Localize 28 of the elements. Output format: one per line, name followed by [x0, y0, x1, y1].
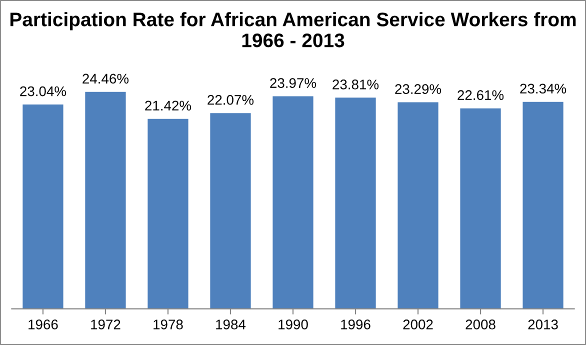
x-tick-label: 2008 [466, 320, 496, 330]
data-label: 23.29% [395, 84, 442, 94]
data-label: 22.61% [458, 90, 504, 100]
bar [22, 104, 64, 309]
x-tick-label: 1966 [28, 320, 58, 330]
bar [460, 108, 501, 309]
x-tick-label: 1990 [278, 320, 308, 330]
bar [85, 92, 126, 309]
x-tick-label: 1972 [91, 320, 120, 330]
chart-title: Participation Rate for African American Service Workers from 1966 - 2013 [10, 12, 576, 48]
bar [335, 98, 376, 309]
data-label: 23.04% [20, 86, 66, 96]
data-label: 23.34% [520, 84, 566, 94]
bar [522, 102, 564, 309]
data-label: 23.81% [332, 80, 379, 90]
x-tick-label: 1978 [154, 320, 183, 330]
data-label: 23.97% [270, 78, 316, 88]
bar [398, 102, 438, 309]
bar [210, 113, 251, 309]
data-label: 24.46% [82, 74, 129, 84]
data-label: 22.07% [208, 94, 254, 105]
x-tick-label: 1996 [341, 320, 370, 330]
x-tick-label: 2013 [528, 320, 558, 330]
bar [272, 96, 314, 309]
x-tick-label: 1984 [216, 320, 246, 330]
bar [148, 118, 188, 309]
data-label: 21.42% [145, 100, 192, 111]
x-tick-label: 2002 [403, 320, 433, 330]
